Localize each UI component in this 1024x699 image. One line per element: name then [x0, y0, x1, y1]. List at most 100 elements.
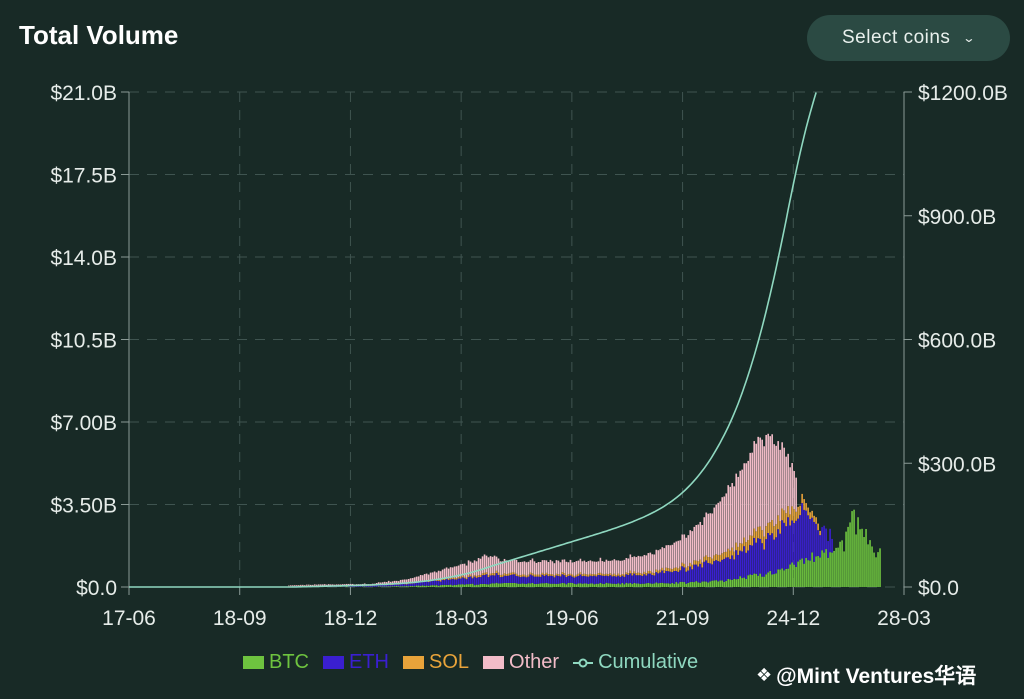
bar-btc [575, 584, 578, 587]
select-coins-label: Select coins [841, 27, 951, 48]
bar-other [563, 559, 566, 574]
bar-sol [587, 574, 590, 577]
bar-sol [607, 574, 610, 577]
bar-sol [581, 574, 584, 577]
bar-eth [421, 582, 424, 586]
bar-btc [577, 583, 580, 587]
bar-other [319, 584, 322, 586]
bar-sol [777, 515, 779, 530]
bar-other [307, 584, 310, 586]
legend-item-other[interactable]: Other [483, 651, 559, 674]
bar-eth [753, 537, 755, 574]
bar-btc [689, 582, 692, 587]
bar-eth [825, 528, 827, 550]
legend-label-eth: ETH [349, 651, 389, 673]
bar-eth [723, 558, 726, 582]
bar-eth [505, 575, 508, 583]
bar-eth [605, 575, 608, 583]
bar-sol [763, 536, 765, 550]
bar-eth [381, 584, 384, 587]
bar-sol [499, 574, 502, 578]
bar-eth [485, 574, 488, 585]
bar-btc [709, 581, 712, 587]
bar-btc [525, 583, 528, 587]
bar-other [621, 560, 624, 575]
bar-btc [405, 586, 408, 587]
bar-sol [583, 573, 586, 576]
bar-other [713, 507, 716, 556]
bar-btc [729, 579, 732, 587]
bar-eth [459, 578, 462, 585]
bar-sol [691, 564, 694, 570]
bar-sol [715, 554, 718, 561]
bar-btc [481, 583, 484, 587]
bar-btc [767, 572, 769, 587]
bar-other [327, 584, 330, 586]
bar-eth [359, 585, 362, 587]
bar-eth [379, 585, 382, 587]
bar-eth [701, 567, 704, 582]
bar-other [405, 579, 408, 584]
bar-other [733, 486, 736, 552]
bar-eth [661, 570, 664, 583]
bar-btc [571, 582, 574, 587]
bar-other [661, 547, 664, 568]
bar-btc [791, 562, 793, 587]
legend-item-cumulative[interactable]: Cumulative [573, 651, 698, 674]
bar-sol [787, 506, 789, 518]
bar-other [297, 585, 300, 586]
bar-btc [631, 583, 634, 587]
bar-eth [817, 530, 819, 556]
y-right-tick-label: $300.0B [918, 453, 996, 476]
bar-eth [451, 578, 454, 586]
bar-other [697, 524, 700, 562]
bar-other [613, 559, 616, 574]
bar-btc [735, 579, 738, 587]
bar-sol [719, 554, 722, 562]
bar-btc [445, 584, 448, 587]
bar-other [377, 582, 380, 585]
bar-eth [435, 580, 438, 586]
bar-eth [623, 576, 626, 585]
bar-btc [555, 583, 558, 587]
bar-btc [711, 580, 714, 587]
bar-btc [691, 581, 694, 587]
select-coins-button[interactable]: Select coins ⌄ [807, 15, 1010, 61]
bar-btc [707, 582, 710, 587]
legend-item-sol[interactable]: SOL [403, 651, 469, 674]
legend-label-other: Other [509, 651, 560, 673]
bar-sol [625, 572, 628, 575]
bar-eth [527, 576, 530, 584]
bar-sol [523, 574, 526, 577]
legend-item-eth[interactable]: ETH [323, 651, 389, 674]
bar-btc [625, 582, 628, 587]
bar-eth [507, 575, 510, 583]
bar-eth [391, 584, 394, 587]
bar-sol [513, 572, 516, 575]
bar-btc [535, 583, 538, 587]
bar-btc [713, 580, 716, 587]
bar-eth [621, 575, 624, 583]
bar-btc [705, 581, 708, 587]
bar-eth [491, 575, 494, 584]
legend-swatch-btc [243, 656, 264, 669]
bar-sol [627, 573, 630, 575]
bar-eth [471, 578, 474, 584]
bar-btc [427, 585, 430, 587]
bar-btc [857, 517, 859, 587]
bar-other [673, 542, 676, 568]
bar-eth [711, 564, 714, 581]
bar-btc [663, 583, 666, 587]
bar-btc [437, 585, 440, 587]
bar-sol [593, 574, 596, 576]
legend-item-btc[interactable]: BTC [243, 651, 309, 674]
bar-other [749, 452, 751, 536]
bar-btc [391, 586, 394, 587]
bar-sol [553, 575, 556, 578]
bar-btc [837, 547, 839, 587]
y-left-tick-label: $3.50B [50, 495, 117, 518]
bar-eth [423, 581, 426, 586]
bar-eth [587, 576, 590, 584]
bar-eth [717, 561, 720, 582]
bar-sol [623, 574, 626, 577]
